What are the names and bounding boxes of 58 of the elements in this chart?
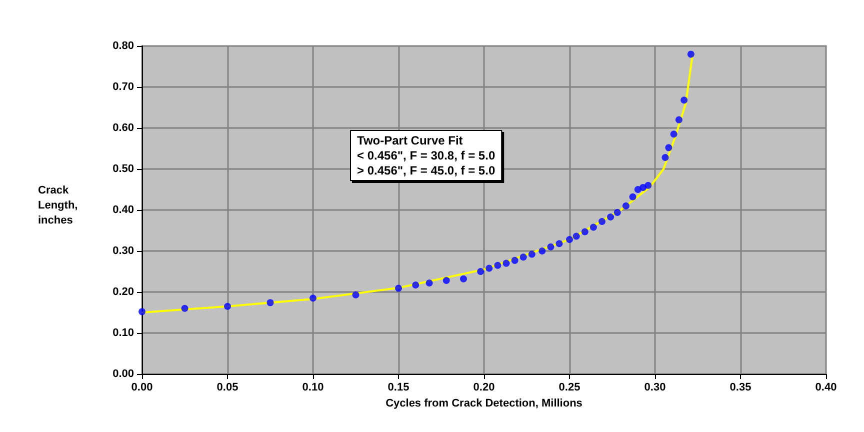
point bbox=[680, 96, 688, 104]
y-tick-label: 0.30 bbox=[112, 245, 134, 257]
point bbox=[687, 50, 694, 58]
point bbox=[310, 294, 316, 302]
point bbox=[622, 202, 630, 210]
x-tick-label: 0.15 bbox=[388, 382, 410, 394]
x-tick-label: 0.00 bbox=[131, 382, 153, 394]
x-tick-label: 0.35 bbox=[730, 382, 752, 394]
y-tick-label: 0.40 bbox=[112, 204, 134, 216]
x-tick-label: 0.40 bbox=[815, 382, 837, 394]
point bbox=[502, 260, 510, 267]
point bbox=[538, 248, 546, 254]
point bbox=[395, 284, 402, 292]
point bbox=[442, 277, 450, 284]
point bbox=[477, 268, 484, 275]
point bbox=[181, 304, 188, 312]
point bbox=[528, 250, 536, 258]
point bbox=[665, 144, 672, 152]
y-tick-label: 0.70 bbox=[112, 81, 134, 93]
point bbox=[352, 291, 360, 298]
x-tick-label: 0.30 bbox=[644, 382, 666, 394]
point bbox=[266, 299, 274, 306]
point bbox=[460, 275, 467, 282]
point bbox=[138, 308, 146, 316]
x-tick-label: 0.10 bbox=[302, 382, 324, 394]
y-tick-label: 0.80 bbox=[112, 40, 134, 52]
x-axis-title: Cycles from Crack Detection, Millions bbox=[386, 398, 582, 410]
point bbox=[520, 254, 527, 261]
point bbox=[581, 228, 588, 236]
point bbox=[662, 154, 669, 162]
point bbox=[670, 130, 678, 138]
point bbox=[566, 236, 573, 244]
point bbox=[224, 302, 231, 310]
y-tick-label: 0.60 bbox=[112, 122, 134, 134]
point bbox=[644, 182, 652, 189]
point bbox=[572, 232, 580, 240]
x-tick-label: 0.05 bbox=[216, 382, 238, 394]
point bbox=[614, 208, 621, 216]
point bbox=[556, 240, 563, 248]
y-tick-label: 0.00 bbox=[112, 368, 134, 380]
x-tick-label: 0.20 bbox=[473, 382, 495, 394]
point bbox=[494, 262, 502, 269]
point bbox=[426, 279, 433, 286]
y-tick-label: 0.50 bbox=[112, 163, 134, 175]
annotation: Two-Part Curve Fit < 0.456", F = 30.8, f = 5.0 > 0.456", F = 45.0, f = 5.0 bbox=[357, 134, 496, 178]
point bbox=[629, 193, 636, 200]
point bbox=[607, 213, 614, 220]
point bbox=[412, 282, 420, 289]
point bbox=[511, 256, 518, 264]
point bbox=[598, 218, 606, 225]
y-tick-label: 0.20 bbox=[112, 286, 134, 298]
x-tick-label: 0.25 bbox=[558, 382, 580, 394]
point bbox=[547, 243, 554, 250]
y-tick-label: 0.10 bbox=[112, 327, 134, 339]
point bbox=[675, 116, 682, 124]
point bbox=[486, 264, 493, 272]
point bbox=[590, 224, 597, 231]
y-axis-title: Crack Length, inches bbox=[38, 184, 78, 226]
